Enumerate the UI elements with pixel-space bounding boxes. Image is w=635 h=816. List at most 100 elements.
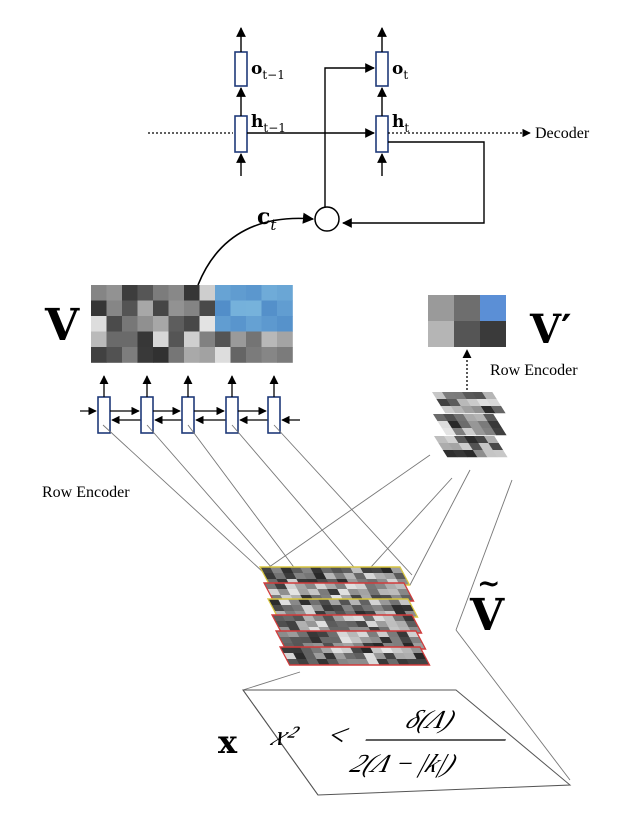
v-cell <box>215 331 231 348</box>
v-cell <box>122 285 138 301</box>
v-cell <box>122 300 138 317</box>
pooled-slice <box>432 392 506 414</box>
v-cell <box>277 347 293 363</box>
v-prime-cell <box>428 321 454 347</box>
v-cell <box>199 300 216 317</box>
feature-slice <box>274 630 427 650</box>
v-cell <box>168 300 185 317</box>
v-cell <box>184 316 200 332</box>
label-o-prev: ot−1 <box>251 59 285 82</box>
v-cell <box>277 285 293 301</box>
v-cell <box>153 316 169 332</box>
v-cell <box>168 331 185 348</box>
pooled-feature-stack <box>432 392 508 458</box>
v-cell <box>168 316 185 332</box>
v-cell <box>106 300 123 317</box>
v-prime-cell <box>428 295 454 321</box>
v-cell <box>91 285 107 301</box>
v-cell <box>261 316 278 332</box>
row-encoder-cell <box>97 396 111 434</box>
v-cell <box>91 331 107 348</box>
v-cell <box>184 347 200 363</box>
v-cell <box>230 300 247 317</box>
v-cell <box>106 331 123 348</box>
v-cell <box>199 331 216 348</box>
label-decoder: Decoder <box>535 125 590 142</box>
label-V: V <box>44 300 80 351</box>
v-cell <box>122 331 138 348</box>
label-X: x <box>218 723 238 761</box>
v-cell <box>199 316 216 332</box>
v-cell <box>153 347 169 363</box>
v-cell <box>137 331 154 348</box>
pooled-slice <box>433 414 507 436</box>
v-cell <box>153 285 169 301</box>
context-to-output-line <box>324 63 375 207</box>
v-cell <box>91 300 107 317</box>
v-cell <box>122 347 138 363</box>
v-cell <box>199 285 216 301</box>
V-matrix <box>91 285 293 363</box>
v-cell <box>137 347 154 363</box>
v-cell <box>122 316 138 332</box>
v-cell <box>184 331 200 348</box>
hidden-cell-prev <box>234 115 248 153</box>
input-image: x² < δ(Λ) 2(Λ − |k|) <box>242 689 572 796</box>
formula-denominator: 2(Λ − |k|) <box>345 750 462 779</box>
v-cell <box>246 285 262 301</box>
v-cell <box>91 316 107 332</box>
label-h-cur: ht <box>392 112 409 135</box>
v-cell <box>137 300 154 317</box>
attention-curve <box>197 212 315 286</box>
v-cell <box>184 300 200 317</box>
row-encoder-cell <box>267 396 281 434</box>
pooled-slice <box>434 436 508 458</box>
v-cell <box>230 331 247 348</box>
v-cell <box>215 316 231 332</box>
feature-slice <box>258 566 411 586</box>
v-cell <box>184 285 200 301</box>
label-V-tilde-accent: ~ <box>477 567 500 600</box>
v-cell <box>106 347 123 363</box>
label-o-cur: ot <box>392 59 408 82</box>
v-prime-cell <box>454 295 480 321</box>
v-cell <box>215 300 231 317</box>
v-prime-cell <box>480 295 506 321</box>
v-cell <box>153 331 169 348</box>
v-cell <box>261 347 278 363</box>
attention-circle <box>314 206 340 232</box>
v-cell <box>153 300 169 317</box>
v-cell <box>215 347 231 363</box>
V-prime-matrix <box>428 295 506 347</box>
label-h-prev: ht−1 <box>251 112 286 135</box>
v-cell <box>168 285 185 301</box>
v-prime-cell <box>454 321 480 347</box>
v-cell <box>199 347 216 363</box>
v-cell <box>246 316 262 332</box>
row-encoder-cell <box>140 396 154 434</box>
v-cell <box>261 285 278 301</box>
v-cell <box>261 300 278 317</box>
v-cell <box>246 331 262 348</box>
label-row-encoder-left: Row Encoder <box>42 484 130 501</box>
v-cell <box>137 285 154 301</box>
output-cell-prev <box>234 51 248 87</box>
v-cell <box>230 316 247 332</box>
v-cell <box>215 285 231 301</box>
row-encoder-left <box>80 375 300 434</box>
v-prime-cell <box>480 321 506 347</box>
decoder-section: ot−1 ot ht−1 ht Decoder ct <box>148 27 590 286</box>
v-cell <box>106 285 123 301</box>
v-cell <box>137 316 154 332</box>
feature-map-stack <box>258 566 431 666</box>
label-context: ct <box>257 204 277 234</box>
v-cell <box>277 300 293 317</box>
v-cell <box>246 300 262 317</box>
row-encoder-cell <box>225 396 239 434</box>
hidden-feedback-line <box>342 141 485 228</box>
v-cell <box>261 331 278 348</box>
label-row-encoder-right: Row Encoder <box>490 362 578 379</box>
label-V-tilde: V <box>469 590 505 641</box>
v-cell <box>277 316 293 332</box>
